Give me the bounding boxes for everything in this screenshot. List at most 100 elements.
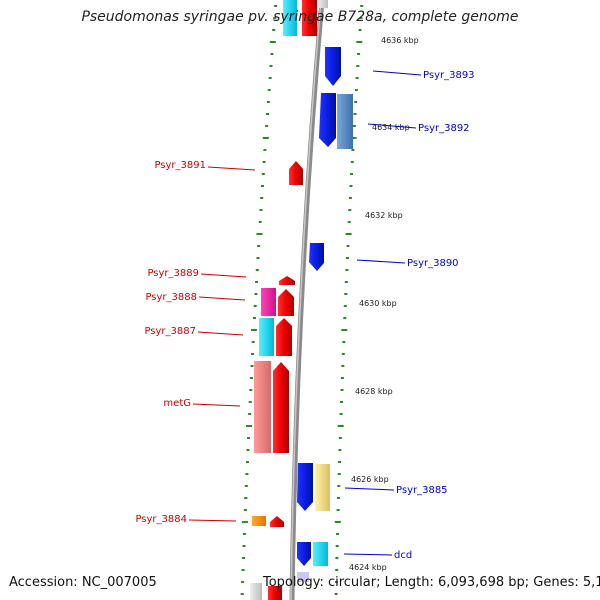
track-dot: [336, 509, 340, 511]
track-dot: [243, 509, 247, 511]
track-dot: [274, 5, 278, 7]
track-dot: [269, 65, 273, 67]
gene-label-psyr-3887: Psyr_3887: [144, 326, 196, 337]
track-dot: [334, 521, 341, 523]
track-dot: [247, 437, 250, 439]
genome-backbone: [289, 0, 325, 600]
track-dot: [349, 185, 353, 187]
track-dot: [354, 101, 358, 103]
kbp-tick-label: 4632 kbp: [365, 211, 403, 220]
track-dot: [350, 173, 354, 175]
track-dot: [256, 233, 263, 235]
gene-psyr-3884-a: [252, 516, 266, 526]
gene-label-psyr-3889: Psyr_3889: [147, 268, 199, 279]
track-dot: [253, 317, 256, 319]
gene-metg-a: [254, 361, 271, 453]
track-dot: [335, 557, 339, 559]
track-dot: [344, 281, 348, 283]
track-dot: [262, 161, 266, 163]
gene-psyr-3891: [289, 161, 303, 185]
track-dot: [341, 365, 345, 367]
kbp-tick-label: 4630 kbp: [359, 299, 397, 308]
track-dot: [345, 269, 349, 271]
track-dot: [266, 101, 270, 103]
gene-label-psyr-3891: Psyr_3891: [154, 160, 206, 171]
track-dot: [259, 209, 263, 211]
track-dot: [242, 533, 246, 535]
track-dot: [246, 425, 252, 427]
track-dot: [360, 5, 364, 7]
track-dot: [241, 581, 245, 583]
track-dot: [344, 293, 348, 295]
gene-partial-gray-bottom: [250, 583, 262, 600]
track-dot: [255, 269, 259, 271]
gene-label-metg: metG: [163, 398, 191, 409]
track-dot: [341, 329, 348, 331]
track-dot: [345, 257, 349, 259]
track-dot: [248, 401, 252, 403]
track-dot: [356, 41, 363, 43]
track-dot: [339, 413, 343, 415]
track-dot: [340, 377, 344, 379]
gene-psyr-3888-a: [261, 288, 276, 316]
topology-text: Topology: circular; Length: 6,093,698 bp…: [263, 575, 600, 590]
track-dot: [266, 113, 269, 115]
track-dot: [337, 497, 340, 499]
track-dot: [352, 125, 356, 127]
gene-psyr-3892-a: [319, 93, 336, 147]
track-dot: [354, 89, 358, 91]
track-dot: [345, 233, 352, 235]
track-dot: [273, 17, 277, 19]
gene-psyr-3888-b: [278, 289, 294, 316]
track-dot: [269, 41, 276, 43]
forward-label-lines: [343, 70, 422, 556]
kbp-tick-label: 4624 kbp: [349, 563, 387, 572]
track-dot: [248, 413, 252, 415]
track-dot: [268, 77, 272, 79]
track-dot: [355, 77, 359, 79]
track-dot: [343, 305, 347, 307]
gene-dcd-a: [297, 542, 311, 566]
track-dot: [253, 305, 257, 307]
track-dot: [261, 173, 265, 175]
kbp-tick-label: 4636 kbp: [381, 36, 419, 45]
page-title: Pseudomonas syringae pv. syringae B728a,…: [81, 9, 519, 25]
track-dot: [351, 149, 355, 151]
track-dot: [338, 437, 342, 439]
genome-backbone-highlight: [290, 0, 322, 600]
track-dot: [250, 329, 257, 331]
track-dot: [250, 365, 254, 367]
track-dot: [258, 221, 262, 223]
gene-psyr-3892-b: [337, 94, 353, 149]
right-dotted-track: [334, 5, 364, 595]
gene-psyr-3884-b: [270, 516, 284, 527]
gene-label-psyr-3890: Psyr_3890: [407, 258, 459, 269]
gene-psyr-3893: [325, 47, 341, 86]
track-dot: [340, 401, 343, 403]
track-dot: [348, 209, 352, 211]
track-dot: [334, 581, 338, 583]
gene-label-psyr-3892: Psyr_3892: [418, 123, 470, 134]
track-dot: [251, 341, 255, 343]
gene-label-psyr-3893: Psyr_3893: [423, 70, 475, 81]
track-dot: [244, 485, 248, 487]
track-dot: [270, 53, 274, 55]
track-dot: [341, 353, 345, 355]
kbp-tick-label: 4626 kbp: [351, 475, 389, 484]
gene-partial-red-bottom: [268, 586, 282, 600]
gene-psyr-3885-a: [297, 463, 313, 511]
track-dot: [267, 89, 271, 91]
track-dot: [255, 281, 259, 283]
forward-gene-labels: Psyr_3893 Psyr_3892 Psyr_3890 Psyr_3885 …: [394, 70, 475, 561]
gene-label-dcd: dcd: [394, 550, 412, 561]
track-dot: [242, 557, 245, 559]
track-dot: [241, 569, 245, 571]
track-dot: [357, 53, 361, 55]
gene-label-psyr-3884: Psyr_3884: [135, 514, 187, 525]
gene-psyr-3889: [279, 276, 295, 285]
track-dot: [241, 521, 248, 523]
track-dot: [342, 341, 346, 343]
left-dotted-track: [240, 5, 278, 595]
gene-partial-cyan-top: [283, 0, 297, 36]
gene-partial-lavender-bottom: [297, 572, 309, 582]
